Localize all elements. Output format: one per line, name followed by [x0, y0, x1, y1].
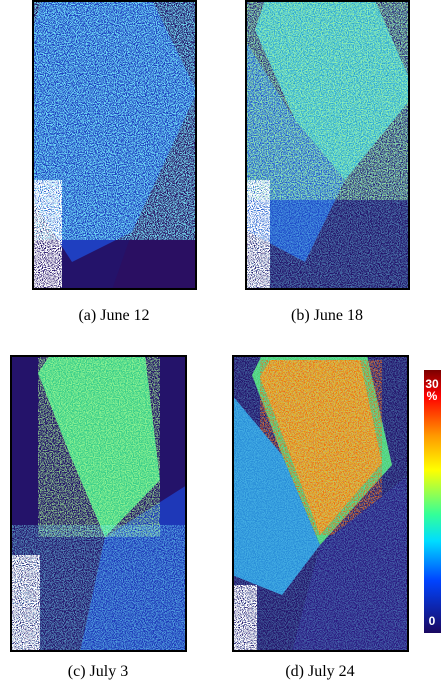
panel-image	[10, 355, 187, 652]
colorbar	[424, 370, 441, 633]
caption: (d) July 24	[285, 663, 354, 680]
caption: (b) June 18	[291, 307, 363, 324]
colorbar-max-label: 30	[425, 377, 439, 391]
panel-image	[232, 355, 409, 652]
panel-image	[32, 0, 197, 290]
caption: (c) July 3	[68, 663, 128, 680]
caption: (a) June 12	[78, 307, 149, 324]
panel-image	[245, 0, 410, 290]
colorbar-unit: %	[427, 389, 438, 403]
colorbar-min-label: 0	[429, 614, 436, 628]
